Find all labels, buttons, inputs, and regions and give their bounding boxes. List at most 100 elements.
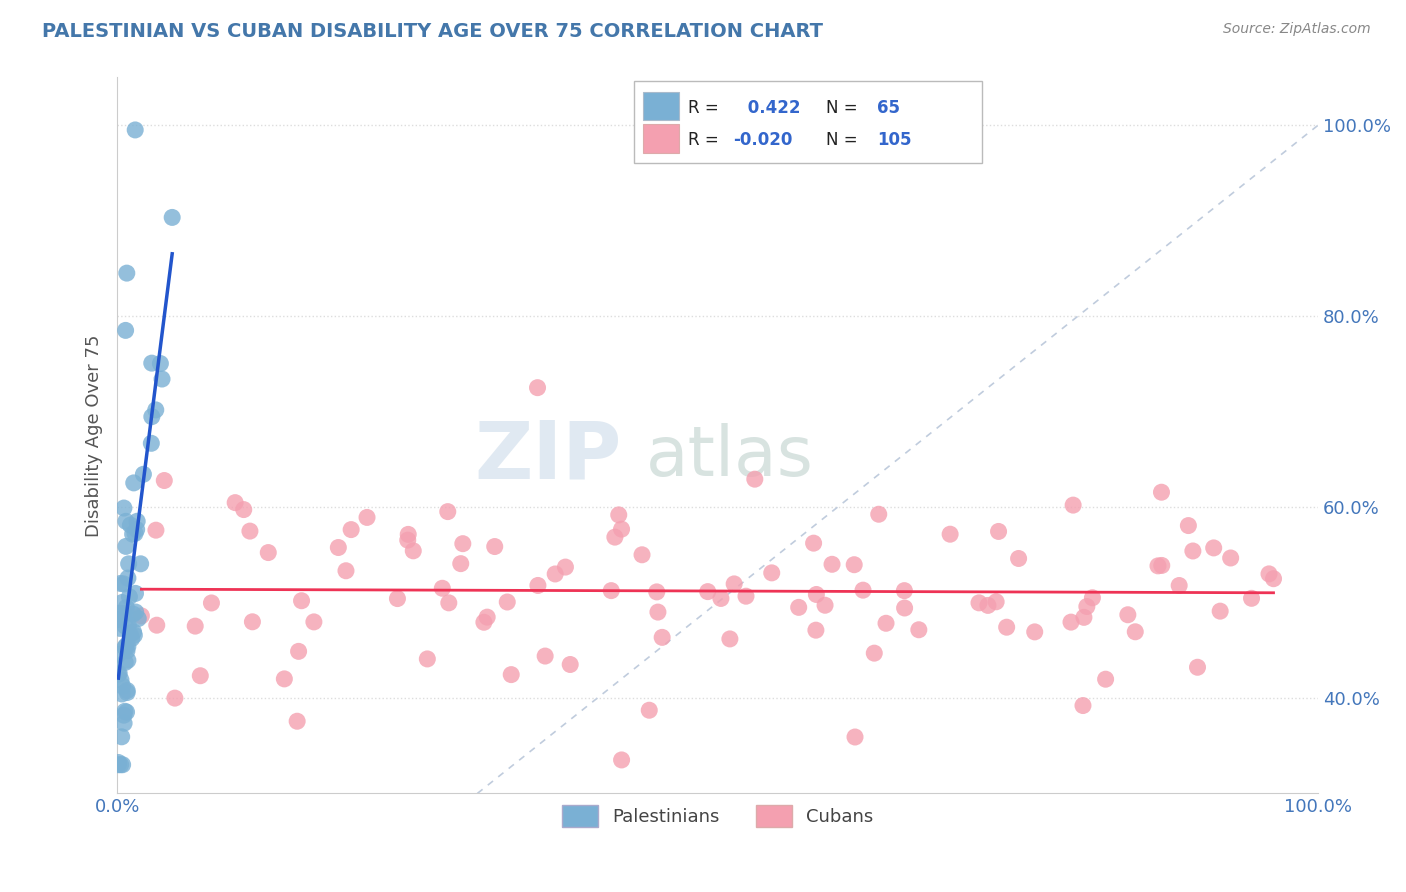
Point [117, 571, 139, 585]
Text: 0.422: 0.422 [742, 98, 800, 117]
Point [115, 600, 138, 615]
Point [124, 586, 146, 600]
Point [987, 524, 1010, 539]
Point [115, 685, 138, 699]
Point [115, 683, 138, 698]
Point [1209, 604, 1232, 618]
Point [610, 522, 633, 536]
Point [638, 703, 661, 717]
Point [1168, 578, 1191, 592]
Point [432, 582, 454, 596]
Point [787, 600, 810, 615]
Point [149, 357, 172, 371]
Point [110, 576, 132, 591]
Point [610, 753, 633, 767]
Text: N =: N = [825, 98, 858, 117]
Point [416, 652, 439, 666]
Point [107, 757, 129, 772]
Point [821, 558, 844, 572]
Point [472, 615, 495, 630]
Point [118, 590, 141, 604]
Point [603, 530, 626, 544]
Point [560, 657, 582, 672]
Point [111, 595, 134, 609]
Point [893, 583, 915, 598]
Text: Source: ZipAtlas.com: Source: ZipAtlas.com [1223, 22, 1371, 37]
Point [908, 623, 931, 637]
Point [120, 627, 142, 641]
Point [114, 640, 136, 655]
Point [647, 605, 669, 619]
Point [117, 618, 139, 632]
Point [117, 653, 139, 667]
Point [184, 619, 207, 633]
Point [111, 679, 134, 693]
Point [402, 544, 425, 558]
Point [1219, 551, 1241, 566]
Point [115, 705, 138, 719]
Point [1062, 498, 1084, 512]
Point [129, 557, 152, 571]
Point [328, 541, 350, 555]
Text: 105: 105 [877, 131, 912, 149]
Point [114, 619, 136, 633]
Text: atlas: atlas [645, 424, 814, 491]
Point [814, 599, 837, 613]
Point [112, 607, 135, 621]
Point [1258, 566, 1281, 581]
Point [141, 356, 163, 370]
Point [115, 644, 138, 658]
Point [107, 756, 129, 770]
Point [124, 628, 146, 642]
Point [852, 583, 875, 598]
Point [484, 540, 506, 554]
Point [844, 730, 866, 744]
Point [939, 527, 962, 541]
Point [1123, 624, 1146, 639]
Point [967, 596, 990, 610]
Point [696, 584, 718, 599]
Point [127, 612, 149, 626]
Point [718, 632, 741, 646]
Point [600, 583, 623, 598]
Point [1007, 551, 1029, 566]
Point [387, 591, 409, 606]
Point [1073, 610, 1095, 624]
Point [496, 595, 519, 609]
Legend: Palestinians, Cubans: Palestinians, Cubans [554, 798, 880, 834]
Point [112, 501, 135, 516]
Point [111, 757, 134, 772]
Point [107, 667, 129, 681]
Point [396, 533, 419, 548]
Point [111, 687, 134, 701]
Point [127, 514, 149, 528]
Point [239, 524, 262, 538]
Point [114, 656, 136, 670]
Point [122, 475, 145, 490]
Point [356, 510, 378, 524]
Point [115, 514, 138, 528]
Point [112, 577, 135, 591]
Point [544, 566, 567, 581]
Point [153, 474, 176, 488]
Point [107, 607, 129, 621]
FancyBboxPatch shape [634, 81, 981, 163]
Point [340, 523, 363, 537]
Point [396, 527, 419, 541]
Point [803, 536, 825, 550]
Point [285, 714, 308, 729]
Point [1263, 572, 1285, 586]
Text: ZIP: ZIP [474, 417, 621, 496]
Point [804, 623, 827, 637]
Point [475, 610, 498, 624]
Point [287, 644, 309, 658]
Point [710, 591, 733, 606]
Point [527, 578, 550, 592]
Point [145, 618, 167, 632]
Point [114, 323, 136, 337]
Point [122, 607, 145, 621]
Point [141, 436, 163, 450]
Point [163, 691, 186, 706]
Point [1150, 485, 1173, 500]
Point [534, 648, 557, 663]
